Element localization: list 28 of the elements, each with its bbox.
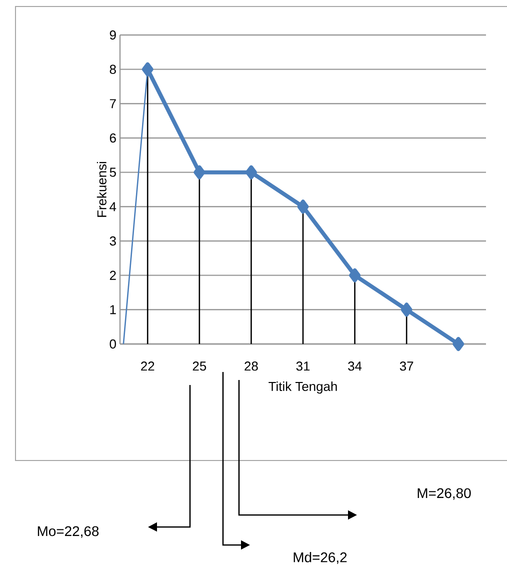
y-tick-label: 1 — [110, 305, 116, 314]
point — [452, 336, 464, 351]
point — [400, 302, 412, 317]
point — [245, 165, 257, 180]
y-tick-label: 4 — [110, 202, 116, 212]
text: Md=26,2 — [294, 552, 347, 564]
x-tick-label: 34 — [348, 362, 362, 371]
x-tick-label: 28 — [244, 362, 258, 371]
y-axis-title: Frekuensi — [96, 162, 106, 217]
point — [349, 268, 361, 282]
x-tick-label: 25 — [192, 362, 206, 371]
y-tick-label: 7 — [110, 99, 116, 108]
x-tick-label: 22 — [141, 362, 154, 371]
point — [142, 62, 154, 76]
point — [297, 200, 309, 214]
y-tick-label: 0 — [110, 339, 116, 349]
text: Mo=22,68 — [38, 526, 99, 538]
text: M=26,80 — [418, 488, 471, 500]
y-tick-label: 6 — [110, 133, 116, 143]
y-tick-label: 8 — [110, 64, 116, 74]
y-tick-label: 2 — [110, 270, 116, 280]
y-tick-label: 9 — [110, 30, 116, 40]
x-tick-label: 31 — [296, 362, 310, 371]
x-axis-title: Titik Tengah — [268, 382, 337, 394]
point — [194, 165, 206, 180]
y-tick-label: 3 — [110, 236, 116, 246]
y-tick-label: 5 — [110, 168, 116, 177]
x-tick-label: 37 — [400, 362, 414, 371]
